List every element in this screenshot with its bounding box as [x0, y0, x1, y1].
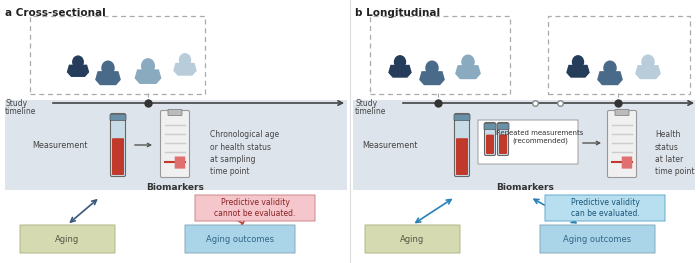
Text: timeline: timeline	[355, 108, 386, 117]
Ellipse shape	[642, 55, 654, 69]
FancyBboxPatch shape	[112, 138, 124, 175]
FancyBboxPatch shape	[498, 123, 508, 155]
Text: Health
status
at later
time point: Health status at later time point	[655, 130, 694, 176]
Ellipse shape	[426, 61, 438, 75]
Text: Measurement: Measurement	[362, 140, 417, 149]
Bar	[30, 16, 205, 94]
FancyBboxPatch shape	[20, 225, 115, 253]
FancyBboxPatch shape	[160, 110, 190, 178]
Ellipse shape	[179, 54, 190, 66]
Text: Repeated measurements
(recommended): Repeated measurements (recommended)	[496, 130, 584, 144]
Text: Predictive validity
can be evaluated.: Predictive validity can be evaluated.	[570, 198, 639, 218]
Polygon shape	[598, 72, 622, 84]
Text: timeline: timeline	[5, 108, 36, 117]
Polygon shape	[456, 66, 480, 78]
Text: a Cross-sectional: a Cross-sectional	[5, 8, 106, 18]
Ellipse shape	[141, 59, 154, 73]
Ellipse shape	[395, 56, 405, 68]
Ellipse shape	[462, 55, 474, 69]
FancyBboxPatch shape	[484, 124, 496, 129]
Text: Measurement: Measurement	[32, 140, 88, 149]
FancyBboxPatch shape	[622, 156, 632, 169]
FancyBboxPatch shape	[615, 109, 629, 115]
Polygon shape	[636, 66, 660, 78]
FancyBboxPatch shape	[478, 120, 578, 164]
Polygon shape	[67, 65, 88, 76]
FancyBboxPatch shape	[456, 138, 468, 175]
FancyBboxPatch shape	[185, 225, 295, 253]
FancyBboxPatch shape	[484, 123, 496, 155]
FancyBboxPatch shape	[110, 114, 126, 120]
Polygon shape	[389, 65, 411, 77]
Text: Study: Study	[355, 99, 377, 108]
FancyBboxPatch shape	[111, 114, 125, 176]
Text: Aging: Aging	[400, 235, 424, 244]
Ellipse shape	[604, 61, 616, 75]
FancyBboxPatch shape	[540, 225, 655, 253]
Text: Predictive validity
cannot be evaluated.: Predictive validity cannot be evaluated.	[214, 198, 295, 218]
Ellipse shape	[73, 56, 83, 68]
FancyBboxPatch shape	[499, 135, 507, 154]
FancyBboxPatch shape	[5, 100, 347, 190]
Text: Biomarkers: Biomarkers	[146, 184, 204, 193]
Polygon shape	[135, 70, 161, 83]
Text: Chronological age
or health status
at sampling
time point: Chronological age or health status at sa…	[210, 130, 279, 176]
FancyBboxPatch shape	[454, 114, 470, 120]
FancyBboxPatch shape	[195, 195, 315, 221]
Ellipse shape	[573, 56, 584, 68]
Polygon shape	[174, 63, 196, 75]
Text: Aging outcomes: Aging outcomes	[563, 235, 631, 244]
FancyBboxPatch shape	[175, 156, 186, 169]
FancyBboxPatch shape	[353, 100, 695, 190]
Bar	[548, 16, 690, 94]
FancyBboxPatch shape	[608, 110, 636, 178]
FancyBboxPatch shape	[168, 109, 182, 115]
Text: b Longitudinal: b Longitudinal	[355, 8, 440, 18]
FancyBboxPatch shape	[454, 114, 470, 176]
Text: Aging: Aging	[55, 235, 79, 244]
Text: Aging outcomes: Aging outcomes	[206, 235, 274, 244]
Text: Biomarkers: Biomarkers	[496, 184, 554, 193]
Bar	[370, 16, 510, 94]
Polygon shape	[567, 65, 589, 77]
FancyBboxPatch shape	[486, 135, 494, 154]
Ellipse shape	[102, 61, 114, 75]
FancyBboxPatch shape	[365, 225, 460, 253]
FancyBboxPatch shape	[497, 124, 509, 129]
Polygon shape	[96, 72, 120, 84]
FancyBboxPatch shape	[545, 195, 665, 221]
Text: Study: Study	[5, 99, 27, 108]
Polygon shape	[420, 72, 444, 84]
